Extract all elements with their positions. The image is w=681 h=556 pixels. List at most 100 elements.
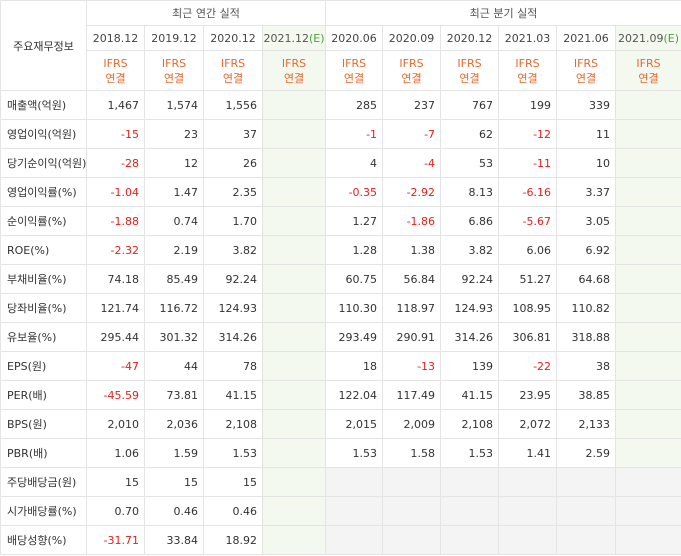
annual-value-cell: [261, 264, 327, 294]
annual-value-cell: 85.49: [144, 264, 204, 294]
quarter-value-cell: [615, 119, 681, 149]
annual-value-cell: 295.44: [86, 322, 145, 352]
row-label: 시가배당률(%): [0, 496, 87, 526]
quarter-value-cell: -5.67: [498, 206, 558, 236]
quarter-value-cell: 1.41: [498, 438, 558, 468]
period-label: 2021.12: [263, 31, 309, 45]
annual-value-cell: [261, 148, 327, 178]
annual-value-cell: [261, 525, 327, 555]
period-label: 2020.06: [331, 31, 377, 45]
quarter-period-header: 2021.09(E): [615, 25, 681, 51]
quarter-value-cell: 53: [440, 148, 500, 178]
quarter-value-cell: 3.37: [556, 177, 617, 207]
annual-value-cell: [261, 496, 327, 526]
row-label: 유보율(%): [0, 322, 87, 352]
quarter-value-cell: 118.97: [382, 293, 442, 323]
annual-value-cell: 0.74: [144, 206, 204, 236]
row-label: BPS(원): [0, 409, 87, 439]
annual-value-cell: -2.32: [86, 235, 145, 265]
row-label: 영업이익률(%): [0, 177, 87, 207]
quarter-value-cell: -1.86: [382, 206, 442, 236]
quarter-value-cell: [556, 467, 617, 497]
annual-value-cell: -15: [86, 119, 145, 149]
quarter-value-cell: -2.92: [382, 177, 442, 207]
table-row: 영업이익률(%) -1.04 1.47 2.35 -0.35 -2.92 8.13 -6.16…: [0, 177, 681, 207]
annual-value-cell: 15: [86, 467, 145, 497]
period-label: 2021.06: [563, 31, 609, 45]
table-row: 당기순이익(억원) -28 12 26 4 -4 53 -11 10: [0, 148, 681, 178]
annual-value-cell: -45.59: [86, 380, 145, 410]
ifrs-label: IFRS: [636, 56, 661, 70]
annual-value-cell: 12: [144, 148, 204, 178]
annual-value-cell: [261, 235, 327, 265]
annual-value-cell: 92.24: [203, 264, 263, 294]
table-row: 부채비율(%) 74.18 85.49 92.24 60.75 56.84 92.24 51.…: [0, 264, 681, 294]
ifrs-label: IFRS: [341, 56, 367, 70]
annual-value-cell: [261, 177, 327, 207]
period-label: 2021.09: [618, 31, 664, 45]
quarter-value-cell: 2,072: [498, 409, 558, 439]
quarter-value-cell: 4: [325, 148, 384, 178]
quarter-value-cell: 2,108: [440, 409, 500, 439]
annual-value-cell: [261, 293, 327, 323]
annual-value-cell: 41.15: [203, 380, 263, 410]
quarter-value-cell: [556, 496, 617, 526]
quarter-value-cell: 3.82: [440, 235, 500, 265]
ifrs-consolidated-label: IFRS 연결: [86, 50, 145, 91]
ifrs-label: IFRS: [515, 56, 540, 70]
row-label: 당기순이익(억원): [0, 148, 87, 178]
quarter-value-cell: -7: [382, 119, 442, 149]
quarter-value-cell: 285: [325, 90, 384, 120]
quarter-value-cell: [325, 496, 384, 526]
quarter-value-cell: -4: [382, 148, 442, 178]
estimate-marker: (E): [308, 31, 325, 45]
quarter-value-cell: 110.30: [325, 293, 384, 323]
annual-value-cell: 26: [203, 148, 263, 178]
annual-value-cell: 78: [203, 351, 263, 381]
consolidated-label: 연결: [105, 71, 126, 85]
quarter-value-cell: 1.27: [325, 206, 384, 236]
table-row: PER(배) -45.59 73.81 41.15 122.04 117.49 41.15 2…: [0, 380, 681, 410]
quarter-value-cell: 2,133: [556, 409, 617, 439]
annual-value-cell: 33.84: [144, 525, 204, 555]
row-label: 주당배당금(원): [0, 467, 87, 497]
table-row: 영업이익(억원) -15 23 37 -1 -7 62 -12 11: [0, 119, 681, 149]
quarter-value-cell: [440, 496, 500, 526]
consolidated-label: 연결: [163, 71, 185, 85]
row-label: ROE(%): [0, 235, 87, 265]
quarter-value-cell: 11: [556, 119, 617, 149]
annual-value-cell: [261, 380, 327, 410]
annual-value-cell: 0.70: [86, 496, 145, 526]
table-row: ROE(%) -2.32 2.19 3.82 1.28 1.38 3.82 6.06 6.92: [0, 235, 681, 265]
quarter-value-cell: 3.05: [556, 206, 617, 236]
annual-value-cell: [261, 438, 327, 468]
row-label: EPS(원): [0, 351, 87, 381]
quarter-value-cell: [615, 351, 681, 381]
quarter-value-cell: 2,015: [325, 409, 384, 439]
table-row: 시가배당률(%) 0.70 0.46 0.46: [0, 496, 681, 526]
annual-value-cell: 0.46: [203, 496, 263, 526]
annual-value-cell: 124.93: [203, 293, 263, 323]
quarter-value-cell: 1.53: [325, 438, 384, 468]
quarter-period-header: 2020.09: [382, 25, 442, 51]
quarter-value-cell: 1.58: [382, 438, 442, 468]
ifrs-consolidated-label: IFRS 연결: [144, 50, 204, 91]
annual-value-cell: 314.26: [203, 322, 263, 352]
table-row: PBR(배) 1.06 1.59 1.53 1.53 1.58 1.53 1.41 2.59: [0, 438, 681, 468]
quarter-value-cell: -13: [382, 351, 442, 381]
quarter-value-cell: 314.26: [440, 322, 500, 352]
quarter-value-cell: [615, 322, 681, 352]
annual-value-cell: -31.71: [86, 525, 145, 555]
quarter-value-cell: 1.38: [382, 235, 442, 265]
quarter-value-cell: [440, 467, 500, 497]
quarter-value-cell: 60.75: [325, 264, 384, 294]
table-row: 순이익률(%) -1.88 0.74 1.70 1.27 -1.86 6.86 -5.67 3.…: [0, 206, 681, 236]
annual-value-cell: [261, 90, 327, 120]
quarter-value-cell: -1: [325, 119, 384, 149]
annual-value-cell: 73.81: [144, 380, 204, 410]
period-label: 2020.12: [210, 31, 256, 45]
annual-value-cell: 301.32: [144, 322, 204, 352]
quarter-value-cell: [615, 264, 681, 294]
quarter-value-cell: [325, 467, 384, 497]
